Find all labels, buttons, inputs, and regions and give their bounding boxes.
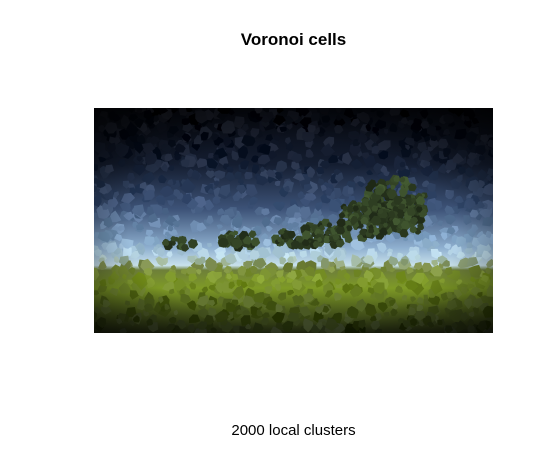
vignette-overlay (94, 108, 493, 333)
figure-title: Voronoi cells (240, 30, 347, 49)
voronoi-landscape-image (94, 108, 493, 333)
figure-caption: 2000 local clusters (231, 422, 356, 439)
